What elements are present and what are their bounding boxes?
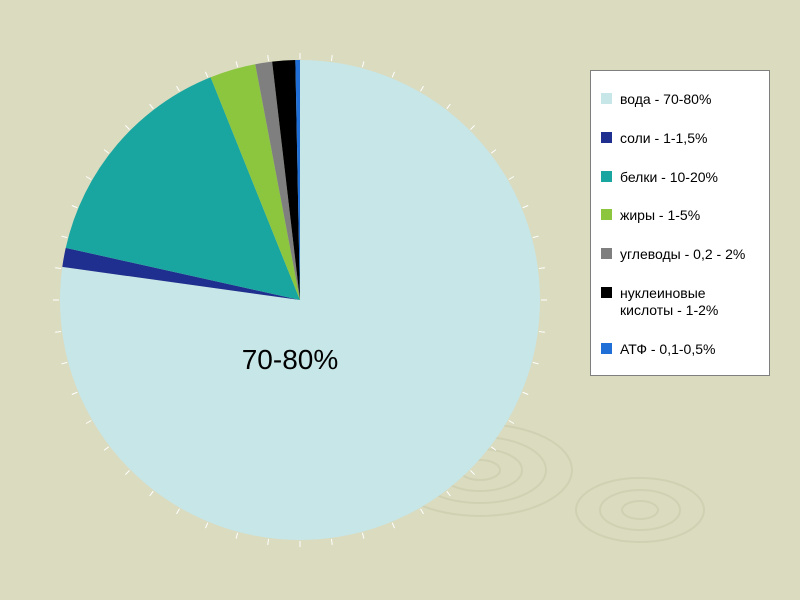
pie-svg — [30, 30, 570, 570]
legend-item-atp: АТФ - 0,1-0,5% — [601, 341, 761, 358]
legend-swatch — [601, 248, 612, 259]
legend-item-water: вода - 70-80% — [601, 91, 761, 108]
pie-chart — [30, 30, 570, 570]
legend-label: АТФ - 0,1-0,5% — [620, 341, 761, 358]
legend-swatch — [601, 132, 612, 143]
legend-label: соли - 1-1,5% — [620, 130, 761, 147]
legend-item-carbs: углеводы - 0,2 - 2% — [601, 246, 761, 263]
legend-label: углеводы - 0,2 - 2% — [620, 246, 761, 263]
legend-item-fats: жиры - 1-5% — [601, 207, 761, 224]
legend-swatch — [601, 171, 612, 182]
legend-item-protein: белки - 10-20% — [601, 169, 761, 186]
legend-item-salts: соли - 1-1,5% — [601, 130, 761, 147]
legend-label: жиры - 1-5% — [620, 207, 761, 224]
legend-label: вода - 70-80% — [620, 91, 761, 108]
legend-swatch — [601, 209, 612, 220]
legend-label: белки - 10-20% — [620, 169, 761, 186]
legend-label: нуклеиновые кислоты - 1-2% — [620, 285, 761, 319]
chart-stage: 70-80% вода - 70-80%соли - 1-1,5%белки -… — [0, 0, 800, 600]
legend-swatch — [601, 287, 612, 298]
legend-swatch — [601, 343, 612, 354]
legend-swatch — [601, 93, 612, 104]
legend-box: вода - 70-80% соли - 1-1,5% белки - 10-20%… — [590, 70, 770, 376]
legend-item-nucleic: нуклеиновые кислоты - 1-2% — [601, 285, 761, 319]
